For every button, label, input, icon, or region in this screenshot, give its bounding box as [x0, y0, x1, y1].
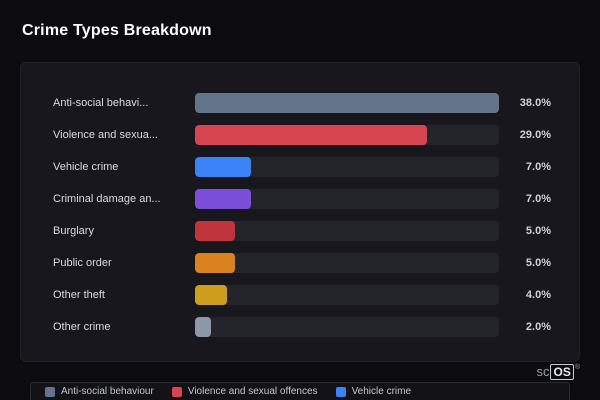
chart-row: Burglary 5.0% [53, 215, 551, 247]
chart-row: Vehicle crime 7.0% [53, 151, 551, 183]
bar-track [195, 285, 499, 305]
bar-track [195, 253, 499, 273]
bar-chart: Anti-social behavi... 38.0% Violence and… [53, 87, 551, 343]
category-label: Criminal damage an... [53, 193, 161, 205]
legend-swatch-icon [171, 386, 182, 397]
bar[interactable] [195, 317, 211, 337]
chart-row: Criminal damage an... 7.0% [53, 183, 551, 215]
value-label: 5.0% [525, 225, 551, 237]
legend-swatch-icon [335, 386, 346, 397]
chart-legend: Anti-social behaviour Violence and sexua… [30, 382, 570, 400]
brand-boxed: OS [550, 364, 574, 380]
bar-track [195, 157, 499, 177]
page-title: Crime Types Breakdown [22, 22, 212, 39]
bar-track [195, 189, 499, 209]
legend-label: Violence and sexual offences [187, 386, 318, 397]
registered-mark-icon: ® [574, 364, 580, 371]
bar[interactable] [195, 93, 499, 113]
legend-label: Vehicle crime [351, 386, 412, 397]
chart-row: Public order 5.0% [53, 247, 551, 279]
bar[interactable] [195, 253, 235, 273]
chart-row: Other crime 2.0% [53, 311, 551, 343]
legend-label: Anti-social behaviour [61, 386, 154, 397]
chart-card: Anti-social behavi... 38.0% Violence and… [20, 62, 580, 362]
category-label: Anti-social behavi... [53, 97, 149, 109]
brand-logo: sc OS ® [536, 364, 580, 380]
value-label: 5.0% [525, 257, 551, 269]
value-label: 2.0% [525, 321, 551, 333]
chart-row: Violence and sexua... 29.0% [53, 119, 551, 151]
bar[interactable] [195, 189, 251, 209]
chart-row: Other theft 4.0% [53, 279, 551, 311]
value-label: 7.0% [525, 193, 551, 205]
value-label: 4.0% [525, 289, 551, 301]
category-label: Public order [53, 257, 112, 269]
value-label: 38.0% [519, 97, 551, 109]
bar[interactable] [195, 285, 227, 305]
category-label: Other theft [53, 289, 105, 301]
value-label: 29.0% [519, 129, 551, 141]
category-label: Other crime [53, 321, 111, 333]
category-label: Burglary [53, 225, 94, 237]
bar[interactable] [195, 125, 427, 145]
legend-swatch-icon [45, 386, 55, 397]
legend-item[interactable]: Vehicle crime [335, 386, 412, 397]
chart-row: Anti-social behavi... 38.0% [53, 87, 551, 119]
brand-prefix: sc [536, 364, 550, 379]
category-label: Vehicle crime [53, 161, 119, 173]
bar[interactable] [195, 221, 235, 241]
legend-item[interactable]: Anti-social behaviour [45, 386, 154, 397]
bar-track [195, 317, 499, 337]
category-label: Violence and sexua... [53, 129, 158, 141]
bar-track [195, 125, 499, 145]
bar-track [195, 93, 499, 113]
bar[interactable] [195, 157, 251, 177]
value-label: 7.0% [525, 161, 551, 173]
bar-track [195, 221, 499, 241]
legend-item[interactable]: Violence and sexual offences [171, 386, 318, 397]
